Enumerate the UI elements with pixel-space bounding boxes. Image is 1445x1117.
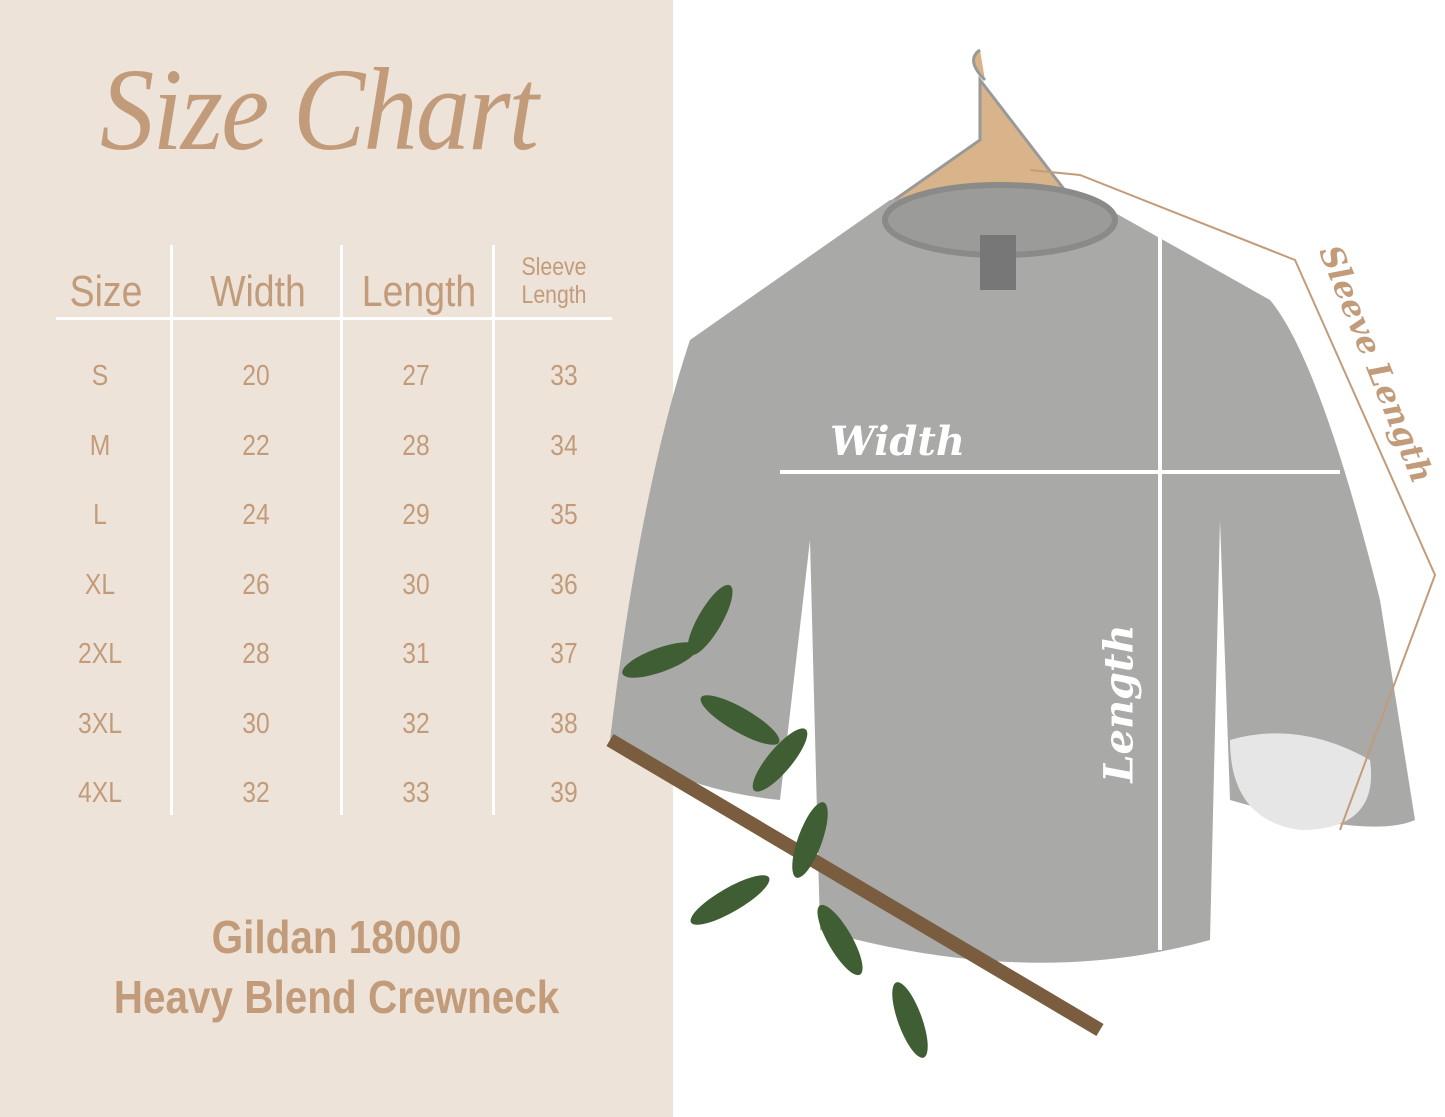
shirt-tag <box>980 235 1016 290</box>
header-length: Length <box>361 267 477 316</box>
table-cell: 38 <box>550 707 578 740</box>
table-cell: 33 <box>550 360 578 392</box>
sweatshirt-shape <box>610 194 1415 963</box>
table-cell: 29 <box>402 499 430 531</box>
table-cell: XL <box>84 568 116 601</box>
branch-with-leaves <box>606 733 1104 1037</box>
table-cell: 39 <box>550 777 578 809</box>
table-cell: 36 <box>550 568 578 601</box>
size-chart-panel: Size Chart Size Width Length Sleeve Leng… <box>0 0 673 1117</box>
header-sleeve-line1: Sleeve <box>521 253 587 281</box>
length-label: Length <box>1095 624 1143 783</box>
header-size: Size <box>69 267 143 316</box>
table-cell: 34 <box>550 429 578 462</box>
leaves <box>622 584 928 1058</box>
table-cell: 35 <box>550 499 578 531</box>
table-cell: 31 <box>402 638 430 670</box>
table-cell: 32 <box>402 707 430 740</box>
table-cell: 3XL <box>78 707 122 740</box>
table-cell: 30 <box>242 707 270 740</box>
table-cell: 32 <box>242 777 270 809</box>
page-title: Size Chart <box>100 44 539 175</box>
header-sleeve-length: Sleeve Length <box>505 245 604 317</box>
table-cell: L <box>93 499 107 531</box>
table-cell: 20 <box>242 360 270 392</box>
header-divider <box>56 317 612 320</box>
table-cell: M <box>89 429 111 462</box>
product-name: Gildan 18000 <box>211 911 462 963</box>
width-label: Width <box>830 418 965 465</box>
sleeve-measure-line <box>1029 169 1437 831</box>
column-divider <box>340 245 343 815</box>
column-divider <box>170 245 173 815</box>
sweatshirt-illustration <box>606 48 1437 1058</box>
product-description: Heavy Blend Crewneck <box>113 971 560 1023</box>
table-cell: 26 <box>242 568 270 601</box>
table-cell: 27 <box>402 360 430 392</box>
table-cell: 4XL <box>78 777 122 809</box>
header-width: Width <box>210 267 306 316</box>
header-sleeve-line2: Length <box>521 281 587 309</box>
table-cell: 22 <box>242 429 270 462</box>
table-cell: 33 <box>402 777 430 809</box>
table-cell: 37 <box>550 638 578 670</box>
table-cell: 28 <box>402 429 430 462</box>
table-cell: 30 <box>402 568 430 601</box>
table-cell: 2XL <box>78 638 122 670</box>
table-cell: 24 <box>242 499 270 531</box>
table-cell: S <box>91 360 109 392</box>
column-divider <box>492 245 495 815</box>
sleeve-cuff <box>1230 733 1372 830</box>
table-cell: 28 <box>242 638 270 670</box>
